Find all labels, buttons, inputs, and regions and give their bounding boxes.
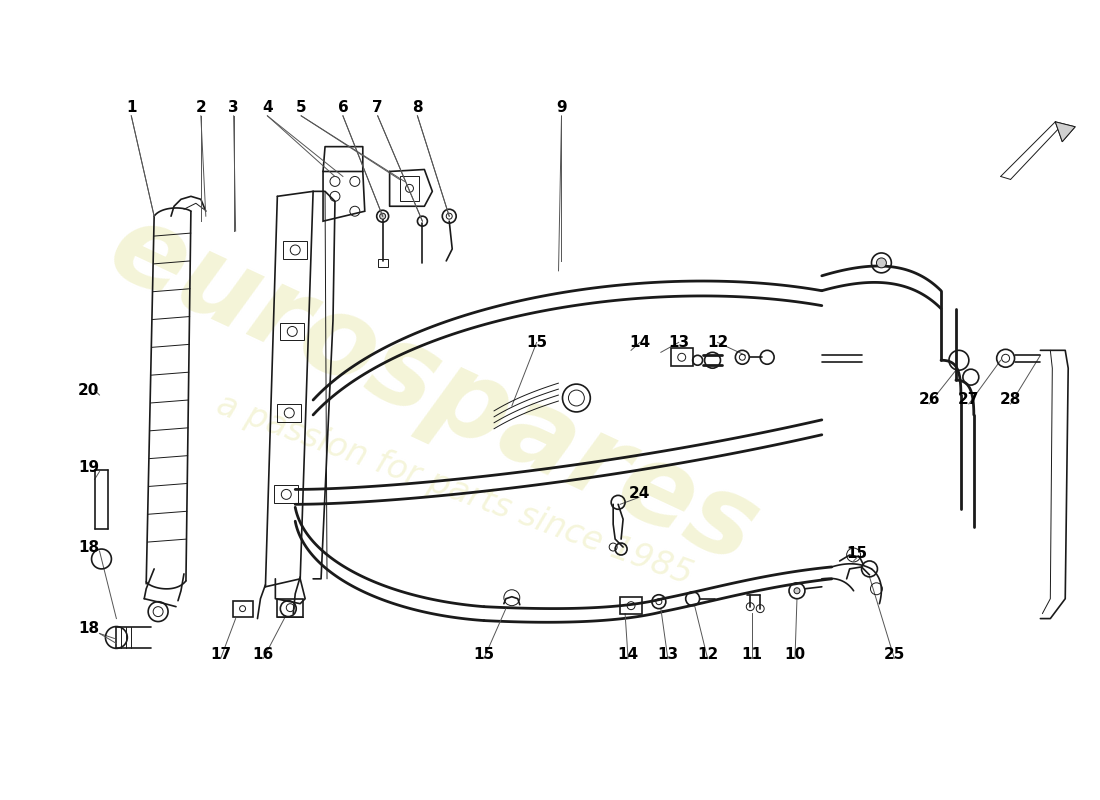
Text: 18: 18: [78, 539, 99, 554]
Text: 24: 24: [628, 486, 650, 501]
Text: 4: 4: [262, 100, 273, 115]
Text: 15: 15: [526, 335, 547, 350]
Text: 12: 12: [697, 647, 718, 662]
Text: 3: 3: [229, 100, 239, 115]
Bar: [274, 486, 298, 503]
Bar: [671, 348, 693, 366]
Text: 5: 5: [296, 100, 307, 115]
Text: 6: 6: [338, 100, 349, 115]
Text: 26: 26: [918, 393, 939, 407]
Text: 7: 7: [373, 100, 383, 115]
Text: 13: 13: [668, 335, 690, 350]
Text: 15: 15: [473, 647, 495, 662]
Text: 2: 2: [196, 100, 206, 115]
Text: 15: 15: [846, 546, 867, 562]
Bar: [280, 322, 305, 340]
Text: 19: 19: [78, 460, 99, 475]
Text: 16: 16: [253, 647, 274, 662]
Text: 14: 14: [629, 335, 650, 350]
Text: 14: 14: [617, 647, 639, 662]
Text: 11: 11: [741, 647, 762, 662]
Bar: [284, 241, 307, 259]
Text: 12: 12: [707, 335, 728, 350]
Circle shape: [877, 258, 887, 268]
Text: a passion for parts since 1985: a passion for parts since 1985: [211, 388, 696, 591]
Text: 17: 17: [210, 647, 231, 662]
Bar: [377, 259, 387, 267]
Bar: [620, 597, 642, 614]
Text: 20: 20: [78, 382, 99, 398]
Bar: [232, 601, 253, 617]
Text: 1: 1: [126, 100, 136, 115]
Text: 9: 9: [557, 100, 566, 115]
Text: 13: 13: [657, 647, 679, 662]
Circle shape: [794, 588, 800, 594]
Circle shape: [379, 214, 386, 219]
Bar: [277, 404, 301, 422]
Text: 25: 25: [883, 647, 905, 662]
Text: 27: 27: [958, 393, 979, 407]
Bar: [277, 598, 304, 617]
Text: 8: 8: [412, 100, 422, 115]
Text: eurospares: eurospares: [94, 193, 776, 587]
Text: 10: 10: [784, 647, 805, 662]
Text: 28: 28: [1000, 393, 1021, 407]
Text: 18: 18: [78, 621, 99, 636]
Polygon shape: [1055, 122, 1075, 142]
